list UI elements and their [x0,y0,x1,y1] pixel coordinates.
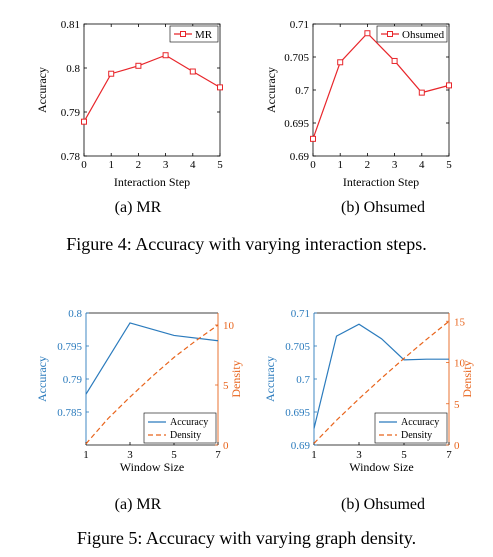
legend-marker [180,31,186,37]
y2-tick-label: 5 [223,380,229,392]
subfigure-label-4b: (b) Ohsumed [341,199,425,216]
x-tick-label: 1 [83,449,89,461]
y-tick-label: 0.695 [285,407,310,419]
chart-mr-window-size: 1 3 5 7 0.785 0.79 0.795 0.8 0 5 10 Window Size Accu… [35,308,243,474]
x-tick-label: 0 [81,159,87,171]
x-tick-label: 2 [136,159,142,171]
data-point [217,84,223,91]
x-axis-label: Window Size [120,460,185,474]
legend-box [374,412,448,444]
figure-4-caption: Figure 4: Accuracy with varying interact… [66,234,427,254]
legend-box [376,25,448,43]
data-point [418,89,425,96]
data-point [446,82,452,89]
x-axis-label: Window Size [349,460,414,474]
subfigure-label-4a: (a) MR [114,199,162,216]
y-axis-label: Accuracy [35,67,49,113]
x-tick-label: 7 [446,449,452,461]
x-tick-label: 1 [337,159,343,171]
y2-tick-label: 15 [454,316,466,328]
y-axis-label: Accuracy [263,356,277,402]
data-point [391,57,398,64]
y-tick-label: 0.785 [57,407,82,419]
density-line [85,324,219,445]
subfigure-label-5a: (a) MR [114,496,162,513]
data-point [364,30,371,37]
y2-tick-label: 5 [454,399,460,411]
y-tick-label: 0.8 [68,308,82,320]
y2-axis-label: Density [460,360,474,397]
x-tick-label: 0 [310,159,316,171]
legend-marker [387,31,393,37]
x-axis-label: Interaction Step [114,175,190,189]
x-tick-label: 5 [446,159,452,171]
plot-frame [83,23,221,157]
y2-tick-label: 0 [454,440,460,452]
y-tick-label: 0.7 [295,85,309,97]
chart-ohsumed-interaction: 0 1 2 3 4 5 0.69 0.695 0.7 0.705 0.71 Interaction S… [264,19,452,189]
y2-tick-label: 10 [223,320,235,332]
series-line [312,32,450,140]
legend-label-density: Density [401,430,432,441]
y-axis-label: Accuracy [264,67,278,113]
legend-label-density: Density [170,430,201,441]
x-tick-label: 4 [419,159,425,171]
figure-5-caption: Figure 5: Accuracy with varying graph de… [76,528,417,548]
plot-frame [312,23,450,157]
x-tick-label: 3 [356,449,362,461]
y-tick-label: 0.695 [284,118,309,130]
y-tick-label: 0.71 [291,308,310,320]
y-tick-label: 0.69 [290,151,310,163]
y-tick-label: 0.705 [285,341,310,353]
legend-label: MR [195,29,213,41]
y-tick-label: 0.69 [291,440,311,452]
y-tick-label: 0.81 [61,19,80,31]
y-tick-label: 0.79 [61,107,81,119]
y-tick-label: 0.79 [63,374,83,386]
y-tick-label: 0.8 [66,63,80,75]
x-tick-label: 2 [365,159,371,171]
x-tick-label: 3 [163,159,169,171]
x-tick-label: 5 [171,449,177,461]
data-point [162,52,169,59]
data-point [135,62,142,69]
y-tick-label: 0.705 [284,52,309,64]
legend-label: Ohsumed [402,29,445,41]
x-tick-label: 5 [217,159,223,171]
legend-label-accuracy: Accuracy [170,417,208,428]
x-tick-label: 7 [215,449,221,461]
legend-label-accuracy: Accuracy [401,417,439,428]
x-tick-label: 4 [190,159,196,171]
data-point [108,70,115,77]
data-point [81,118,87,125]
density-line [313,320,450,444]
x-axis-label: Interaction Step [343,175,419,189]
chart-ohsumed-window-size: 1 3 5 7 0.69 0.695 0.7 0.705 0.71 0 5 10 15 Window Si… [263,308,474,474]
data-point [189,68,196,75]
y-tick-label: 0.78 [61,151,81,163]
x-tick-label: 3 [392,159,398,171]
data-point [337,59,344,66]
series-line [83,54,221,122]
y2-tick-label: 10 [454,358,466,370]
accuracy-line [85,322,219,395]
y2-tick-label: 0 [223,440,229,452]
y-tick-label: 0.71 [290,19,309,31]
x-tick-label: 3 [127,449,133,461]
legend-box [143,412,217,444]
accuracy-line [313,323,449,429]
chart-mr-interaction: 0 1 2 3 4 5 0.78 0.79 0.8 0.81 Interaction Step Acc… [35,19,223,189]
y-axis-label: Accuracy [35,356,49,402]
y-tick-label: 0.7 [296,374,310,386]
x-tick-label: 5 [401,449,407,461]
legend-box [169,25,219,43]
subfigure-label-5b: (b) Ohsumed [341,496,425,513]
y2-axis-label: Density [229,360,243,397]
y-tick-label: 0.795 [57,341,82,353]
x-tick-label: 1 [108,159,114,171]
data-point [310,135,316,142]
x-tick-label: 1 [311,449,317,461]
